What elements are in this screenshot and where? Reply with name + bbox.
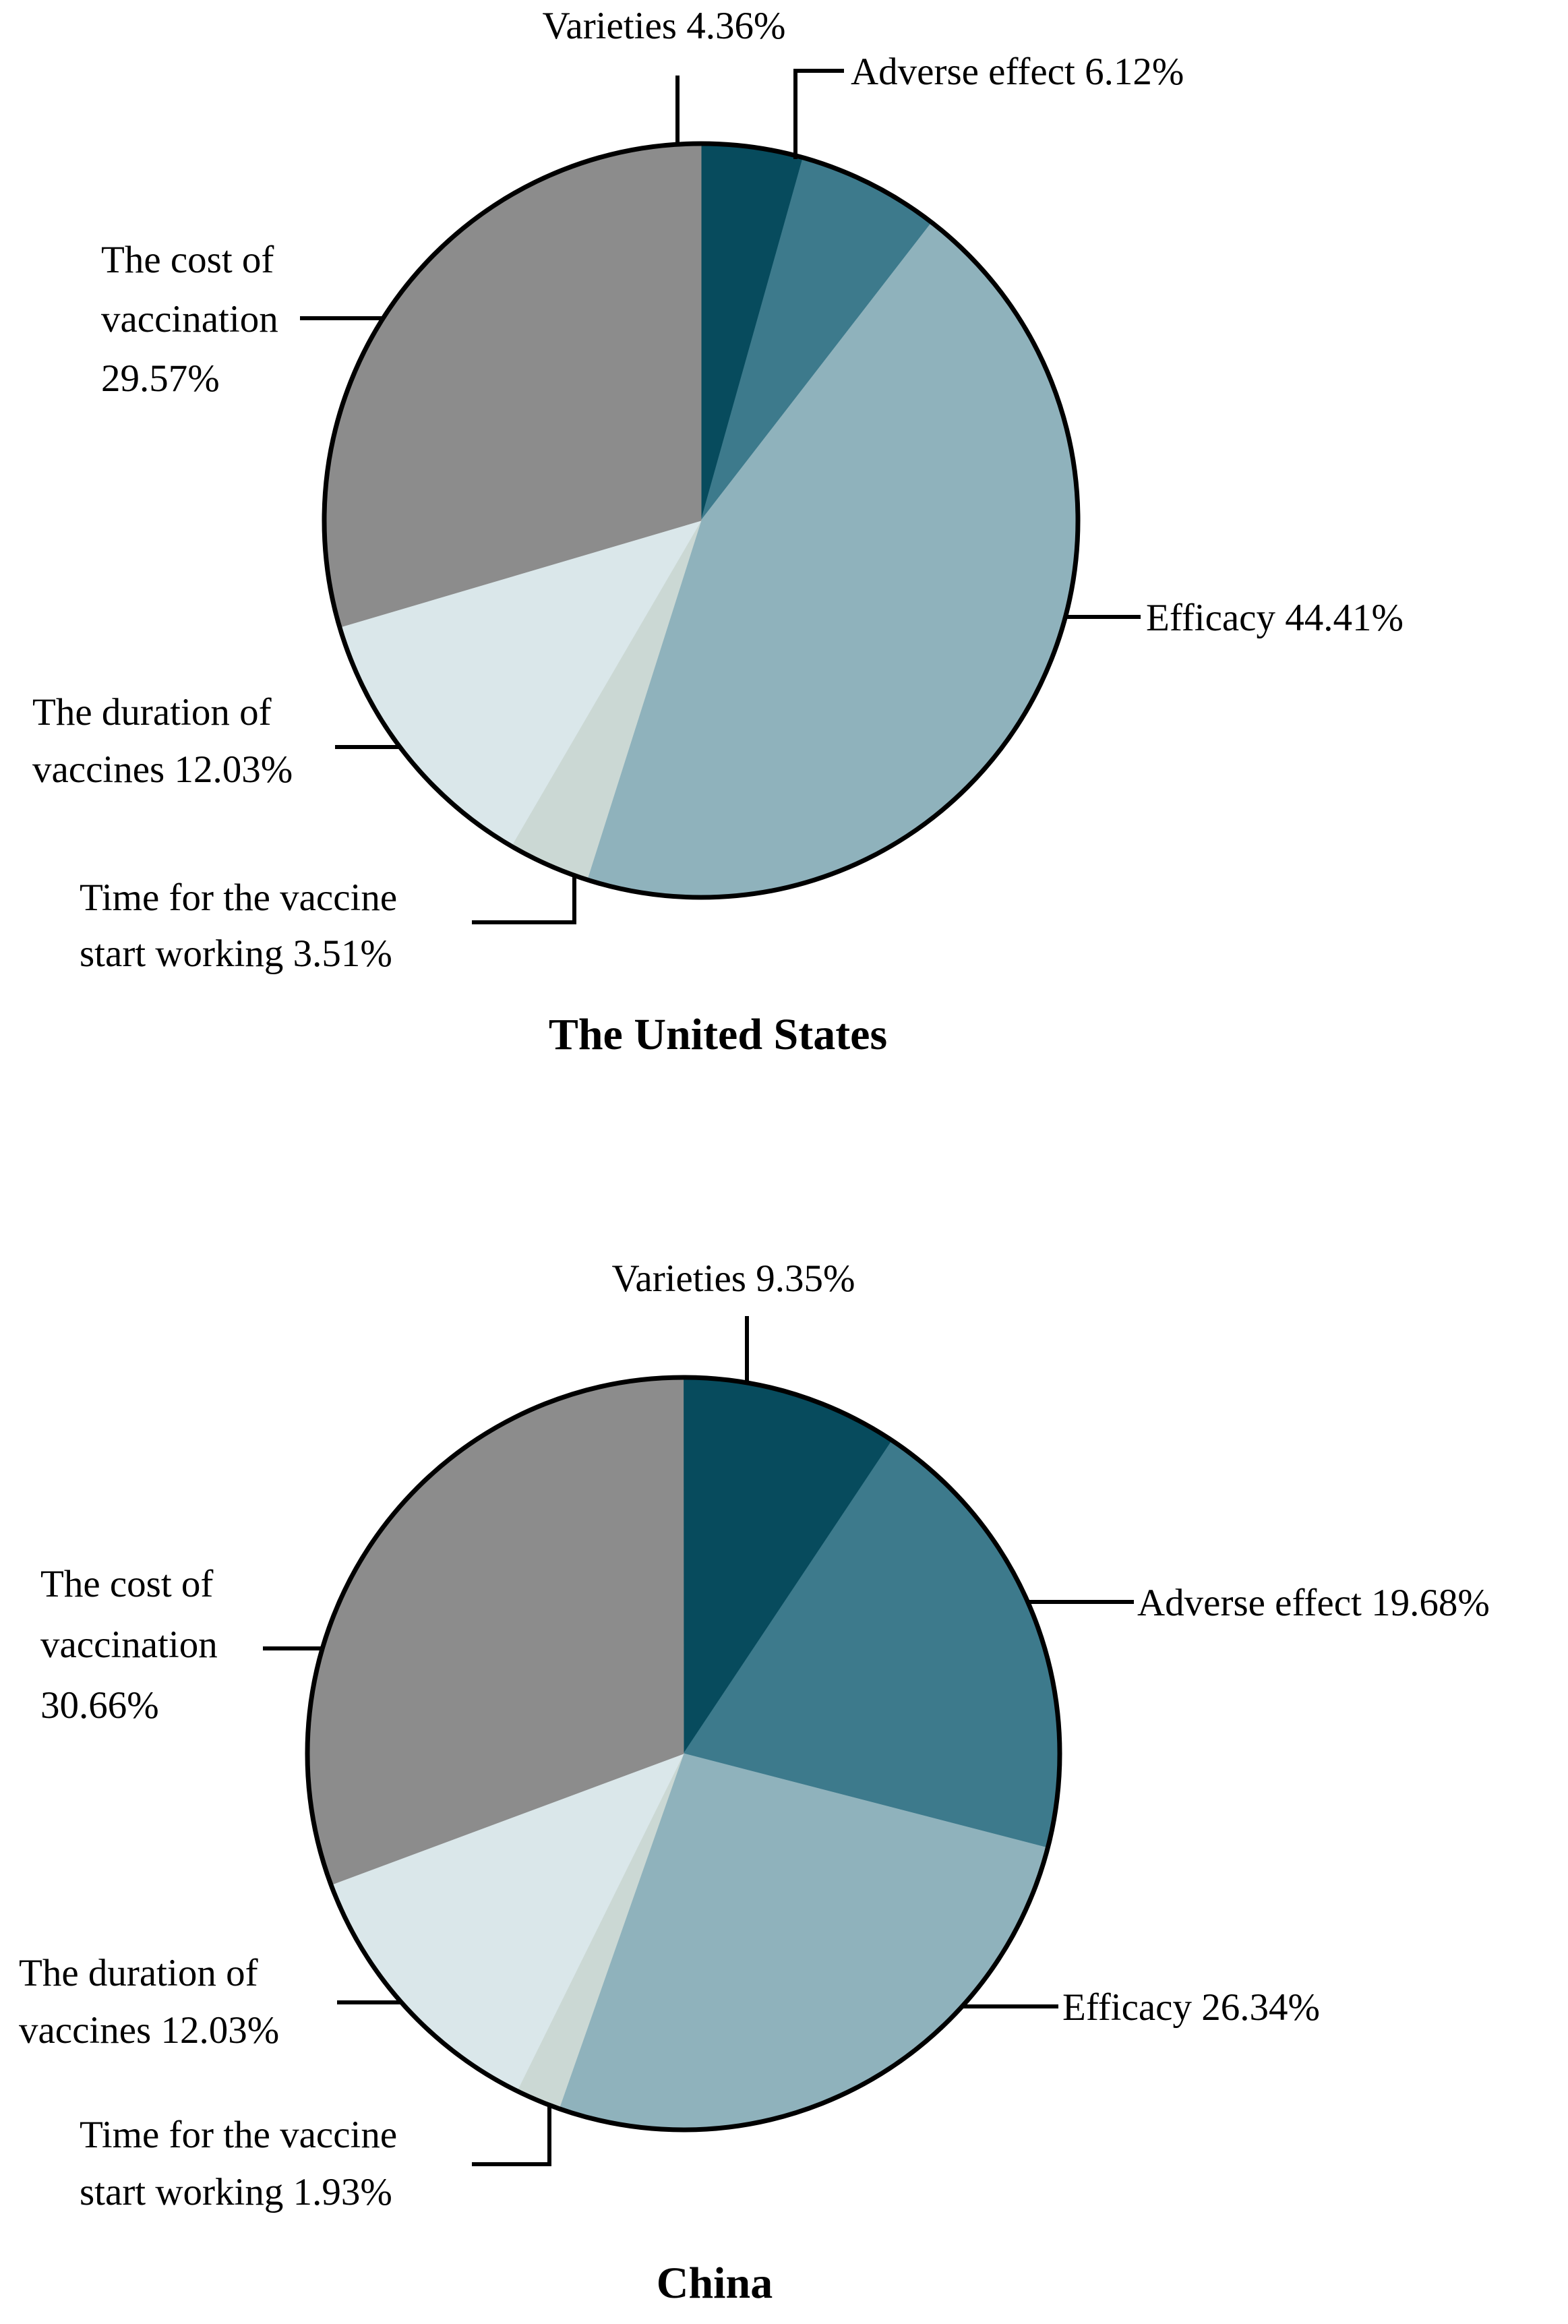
label-efficacy: Efficacy 26.34% bbox=[1062, 1986, 1320, 2029]
label-line: start working 1.93% bbox=[80, 2171, 392, 2213]
label-line: Adverse effect 19.68% bbox=[1137, 1582, 1490, 1624]
label-line: The cost of bbox=[101, 239, 274, 281]
label-time-for-the-vaccine-start-working: Time for the vaccine start working 1.93% bbox=[80, 2114, 397, 2213]
label-line: vaccination bbox=[101, 298, 278, 340]
label-time-for-the-vaccine-start-working: Time for the vaccine start working 3.51% bbox=[80, 876, 397, 975]
label-line: Adverse effect 6.12% bbox=[851, 51, 1184, 93]
label-line: Varieties 9.35% bbox=[612, 1257, 855, 1300]
leader-line-time-for-the-vaccine-start-working bbox=[472, 2106, 551, 2166]
label-line: vaccination bbox=[40, 1623, 218, 1666]
label-line: 30.66% bbox=[40, 1684, 159, 1727]
label-adverse-effect: Adverse effect 19.68% bbox=[1137, 1582, 1490, 1624]
label-line: Efficacy 44.41% bbox=[1146, 597, 1404, 639]
label-line: Time for the vaccine bbox=[80, 876, 397, 919]
label-line: The cost of bbox=[40, 1563, 213, 1605]
label-varieties: Varieties 4.36% bbox=[543, 5, 786, 47]
chart-title-china: China bbox=[657, 2259, 773, 2308]
leader-line-adverse-effect bbox=[793, 69, 844, 159]
label-the-duration-of-vaccines: The duration of vaccines 12.03% bbox=[19, 1952, 279, 2052]
label-adverse-effect: Adverse effect 6.12% bbox=[851, 51, 1184, 93]
label-the-cost-of-vaccination: The cost of vaccination 29.57% bbox=[101, 239, 278, 400]
label-line: 29.57% bbox=[101, 357, 220, 400]
label-varieties: Varieties 9.35% bbox=[612, 1257, 855, 1300]
pie-outline-the-united-states bbox=[322, 141, 1081, 900]
label-the-duration-of-vaccines: The duration of vaccines 12.03% bbox=[32, 691, 293, 791]
label-line: The duration of bbox=[32, 691, 272, 734]
label-the-cost-of-vaccination: The cost of vaccination 30.66% bbox=[40, 1563, 218, 1727]
label-line: Efficacy 26.34% bbox=[1062, 1986, 1320, 2029]
label-efficacy: Efficacy 44.41% bbox=[1146, 597, 1404, 639]
label-line: vaccines 12.03% bbox=[32, 748, 293, 791]
label-line: vaccines 12.03% bbox=[19, 2009, 279, 2052]
pie-outline-china bbox=[305, 1375, 1062, 2133]
pie-chart-the-united-states: Varieties 4.36% Adverse effect 6.12% Effic… bbox=[32, 5, 1404, 1059]
label-line: Varieties 4.36% bbox=[543, 5, 786, 47]
label-line: Time for the vaccine bbox=[80, 2114, 397, 2156]
pie-chart-china: Varieties 9.35% Adverse effect 19.68% Effi… bbox=[19, 1257, 1490, 2308]
label-line: The duration of bbox=[19, 1952, 258, 1994]
leader-line-time-for-the-vaccine-start-working bbox=[472, 876, 576, 924]
chart-title-the-united-states: The United States bbox=[549, 1010, 887, 1059]
label-line: start working 3.51% bbox=[80, 932, 392, 975]
